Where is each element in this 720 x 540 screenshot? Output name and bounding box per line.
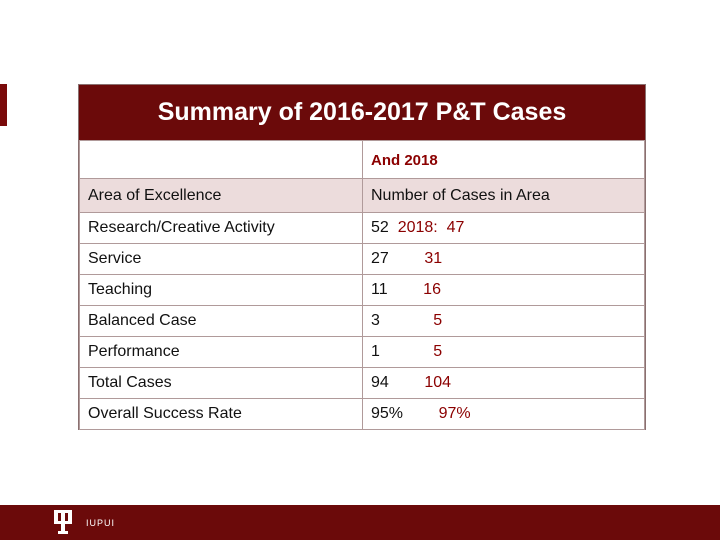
- row-count: 3 5: [362, 305, 645, 337]
- subheader-empty-cell: [79, 140, 363, 179]
- column-header-area: Area of Excellence: [79, 178, 363, 213]
- count-new: 2018: 47: [397, 219, 465, 236]
- row-count: 94 104: [362, 367, 645, 399]
- table-row: Teaching 11 16: [79, 274, 645, 306]
- row-count: 11 16: [362, 274, 645, 306]
- subheader-row: And 2018: [79, 140, 645, 179]
- count-prev: 1: [371, 343, 380, 360]
- row-count: 27 31: [362, 243, 645, 275]
- count-prev: 52: [371, 219, 389, 236]
- count-prev: 94: [371, 374, 389, 391]
- table-row: Overall Success Rate 95% 97%: [79, 398, 645, 430]
- logo-text: IUPUI: [86, 518, 116, 528]
- count-new: 97%: [438, 405, 471, 422]
- row-area: Service: [79, 243, 363, 275]
- count-prev: 95%: [371, 405, 404, 422]
- row-area: Balanced Case: [79, 305, 363, 337]
- row-count: 52 2018: 47: [362, 212, 645, 244]
- row-area: Teaching: [79, 274, 363, 306]
- count-new: 5: [433, 312, 443, 329]
- count-prev: 27: [371, 250, 389, 267]
- cases-table: And 2018 Area of Excellence Number of Ca…: [79, 140, 645, 430]
- table-row: Total Cases 94 104: [79, 367, 645, 399]
- row-area: Total Cases: [79, 367, 363, 399]
- count-new: 31: [424, 250, 443, 267]
- header-row: Area of Excellence Number of Cases in Ar…: [79, 178, 645, 213]
- count-prev: 3: [371, 312, 380, 329]
- column-header-count: Number of Cases in Area: [362, 178, 645, 213]
- subheader-label: And 2018: [362, 140, 645, 179]
- count-new: 104: [424, 374, 452, 391]
- table-row: Service 27 31: [79, 243, 645, 275]
- table-row: Balanced Case 3 5: [79, 305, 645, 337]
- page-title: Summary of 2016-2017 P&T Cases: [79, 85, 645, 140]
- row-count: 95% 97%: [362, 398, 645, 430]
- row-area: Overall Success Rate: [79, 398, 363, 430]
- count-prev: 11: [371, 281, 388, 298]
- count-new: 16: [423, 281, 441, 298]
- table-row: Research/Creative Activity 52 2018: 47: [79, 212, 645, 244]
- iu-trident-icon: [54, 510, 72, 534]
- row-count: 1 5: [362, 336, 645, 368]
- left-accent-bar: [0, 84, 7, 126]
- row-area: Research/Creative Activity: [79, 212, 363, 244]
- summary-table: Summary of 2016-2017 P&T Cases And 2018 …: [78, 84, 646, 430]
- count-new: 5: [433, 343, 443, 360]
- row-area: Performance: [79, 336, 363, 368]
- footer-bar: IUPUI: [0, 505, 720, 540]
- table-row: Performance 1 5: [79, 336, 645, 368]
